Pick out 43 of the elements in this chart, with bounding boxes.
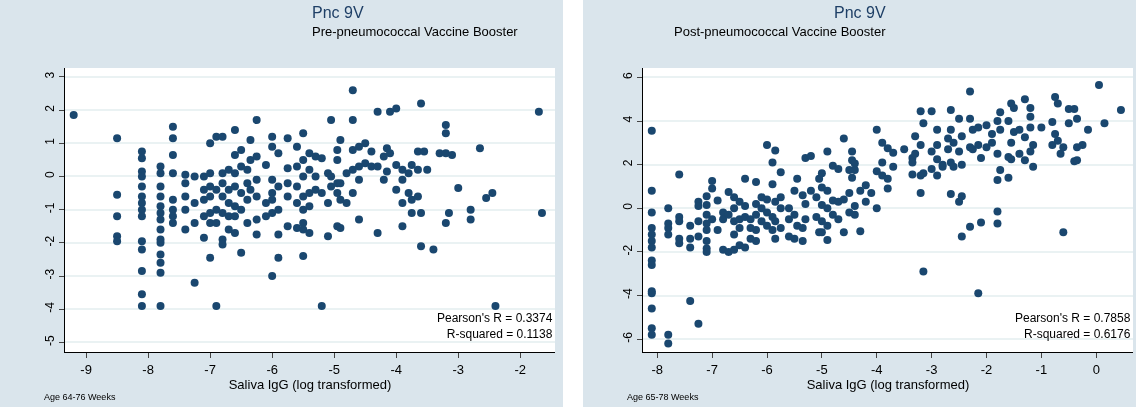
- x-tick-label: -2: [514, 361, 527, 377]
- x-tick-label: -5: [816, 361, 828, 377]
- annotation: Pearson's R = 0.3374 R-squared = 0.1138: [437, 311, 553, 341]
- y-tick-label: 1: [43, 137, 58, 145]
- x-tick-label: -7: [204, 361, 216, 377]
- annotation: Pearson's R = 0.7858 R-squared = 0.6176: [1015, 311, 1131, 341]
- x-tick-label: -6: [266, 361, 278, 377]
- y-tick-label: 0: [43, 171, 58, 179]
- x-tick-label: -5: [328, 361, 340, 377]
- y-tick-label: 4: [621, 115, 636, 123]
- x-tick-label: -9: [80, 361, 92, 377]
- x-tick-label: -1: [1035, 361, 1048, 377]
- x-tick-label: -4: [870, 361, 883, 377]
- y-tick-label: -5: [43, 334, 58, 346]
- text: Age 65-78 Weeks: [627, 392, 699, 402]
- x-tick-label: -7: [706, 361, 718, 377]
- y-tick-label: -6: [621, 331, 636, 343]
- x-axis-title: Saliva IgG (log transformed): [806, 376, 970, 392]
- y-tick-label: 0: [621, 202, 636, 210]
- y-tick-label: -3: [43, 268, 58, 280]
- chart-subtitle: Pre-pneumococcal Vaccine Booster: [312, 24, 519, 39]
- x-tick-label: -3: [452, 361, 465, 377]
- y-tick-label: -2: [621, 244, 636, 256]
- y-tick-label: 6: [621, 71, 636, 79]
- x-tick-label: -8: [651, 361, 664, 377]
- x-tick-label: -8: [142, 361, 154, 377]
- x-tick-label: -3: [925, 361, 938, 377]
- x-tick-label: 0: [1092, 361, 1100, 377]
- chart-subtitle: Post-pneumococcal Vaccine Booster: [674, 24, 887, 39]
- x-axis-title: Saliva IgG (log transformed): [228, 376, 392, 392]
- chart-title: Pnc 9V: [834, 4, 886, 21]
- x-tick-label: -6: [761, 361, 773, 377]
- x-tick-label: -4: [390, 361, 402, 377]
- x-tick-label: -2: [980, 361, 993, 377]
- text: Age 64-76 Weeks: [44, 392, 116, 402]
- y-tick-label: -2: [43, 235, 58, 247]
- y-tick-label: -4: [43, 301, 58, 313]
- y-tick-label: 3: [43, 71, 58, 79]
- y-tick-label: -4: [621, 288, 636, 300]
- y-tick-label: 2: [43, 104, 58, 112]
- y-tick-label: -1: [43, 202, 58, 214]
- chart-title: Pnc 9V: [312, 4, 364, 21]
- y-tick-label: 2: [621, 159, 636, 167]
